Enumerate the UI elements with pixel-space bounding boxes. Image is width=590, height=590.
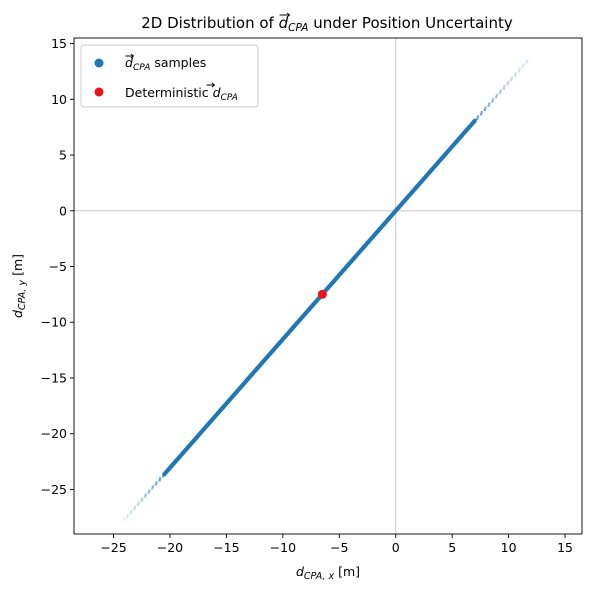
legend-label-samples: dCPA samples [125, 55, 206, 73]
y-tick-label: −15 [41, 370, 67, 385]
lower-tail-sample-point [137, 501, 140, 505]
lower-tail-sample-point [126, 513, 130, 517]
y-tick-label: 10 [51, 92, 67, 107]
lower-tail-sample-point [122, 517, 126, 521]
x-axis-label: dCPA, x [m] [296, 564, 360, 582]
y-tick-label: −5 [49, 259, 67, 274]
lower-tail-sample-point [125, 515, 129, 519]
lower-tail-sample-point [133, 507, 136, 511]
legend-vector-arrow-deterministic [206, 82, 216, 88]
x-tick-label: −25 [100, 540, 126, 555]
y-axis-ticks: −25 −20 −15 −10 −5 0 5 10 15 [41, 36, 74, 497]
plot-area [73, 37, 583, 535]
upper-tail-sample-point [525, 59, 529, 62]
x-tick-label: −10 [270, 540, 296, 555]
upper-tail-sample-point [491, 100, 494, 103]
upper-tail-sample-point [518, 67, 521, 71]
upper-tail-sample-point [484, 106, 487, 110]
chart-title: 2D Distribution of dCPA under Position U… [141, 14, 513, 34]
x-tick-label: 0 [392, 540, 400, 555]
lower-tail-sample-point [155, 481, 158, 484]
legend: dCPA samples Deterministic dCPA [80, 44, 259, 108]
y-tick-label: 0 [59, 203, 67, 218]
samples-series [122, 59, 529, 521]
x-tick-label: −5 [330, 540, 348, 555]
upper-tail-sample-point [472, 119, 476, 123]
upper-tail-sample-point [475, 117, 479, 120]
lower-tail-sample-point [151, 485, 155, 488]
upper-tail-sample-point [491, 97, 495, 101]
lower-tail-sample-point [136, 503, 140, 507]
upper-tail-sample-point [503, 84, 506, 88]
legend-frame [80, 44, 259, 108]
upper-tail-sample-point [502, 87, 506, 90]
upper-tail-sample-point [476, 115, 480, 118]
x-tick-label: 15 [557, 540, 573, 555]
x-tick-label: 10 [501, 540, 517, 555]
lower-tail-sample-point [130, 509, 133, 513]
x-tick-label: −15 [213, 540, 239, 555]
lower-tail-sample-point [158, 477, 162, 480]
lower-tail-sample-point [144, 493, 148, 496]
title-vector-arrow-path [279, 12, 291, 18]
y-tick-label: −25 [41, 482, 67, 497]
upper-tail-sample-point [479, 113, 483, 116]
upper-tail-sample-point [499, 89, 502, 92]
legend-vector-arrow-samples [125, 53, 135, 59]
upper-tail-sample-point [498, 91, 502, 95]
deterministic-series [317, 289, 327, 299]
upper-tail-sample-point [525, 61, 528, 64]
lower-tail-sample-point [143, 495, 147, 499]
upper-tail-sample-point [521, 65, 525, 69]
x-axis-ticks: −25 −20 −15 −10 −5 0 5 10 15 [100, 534, 573, 555]
plot-frame [73, 37, 583, 535]
reference-lines [74, 38, 582, 534]
upper-tail-sample-point [506, 80, 510, 84]
upper-tail-sample-point [513, 74, 517, 77]
upper-tail-sample-point [510, 78, 513, 82]
y-tick-label: −20 [41, 426, 67, 441]
x-tick-label: −20 [157, 540, 183, 555]
legend-marker-samples [94, 58, 104, 68]
upper-tail-sample-point [522, 63, 525, 67]
upper-tail-sample-point [510, 76, 514, 79]
upper-tail-sample-point [495, 93, 499, 97]
upper-tail-sample-point [517, 69, 521, 73]
lower-tail-sample-point [133, 505, 137, 509]
y-axis-label: dCPA, y [m] [10, 254, 28, 318]
lower-tail-sample-point [147, 491, 151, 494]
lower-tail-sample-point [162, 472, 166, 476]
lower-tail-sample-point [154, 483, 158, 486]
lower-tail-sample-point [158, 479, 161, 482]
y-tick-label: −10 [41, 315, 67, 330]
title-vector-arrow [279, 12, 291, 18]
deterministic-point [317, 289, 327, 299]
lower-tail-sample-point [140, 497, 144, 501]
upper-tail-sample-point [514, 72, 518, 75]
lower-tail-sample-point [161, 474, 165, 478]
lower-tail-sample-point [151, 487, 154, 490]
upper-tail-sample-point [487, 104, 490, 108]
x-tick-label: 5 [448, 540, 456, 555]
legend-marker-deterministic [94, 87, 104, 97]
legend-label-deterministic: Deterministic dCPA [125, 85, 238, 103]
y-tick-label: 5 [59, 148, 67, 163]
lower-tail-sample-point [140, 499, 143, 503]
upper-tail-sample-point [483, 108, 487, 112]
upper-tail-sample-point [480, 110, 484, 114]
upper-tail-sample-point [494, 95, 498, 99]
upper-tail-sample-point [506, 82, 509, 86]
lower-tail-sample-point [148, 489, 151, 492]
lower-tail-sample-point [129, 511, 133, 515]
upper-tail-sample-point [488, 102, 491, 105]
y-tick-label: 15 [51, 36, 67, 51]
